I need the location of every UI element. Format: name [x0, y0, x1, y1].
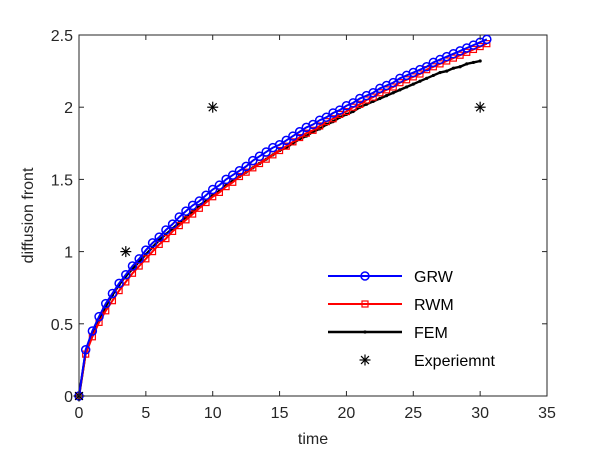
tick-layer: 0 5 10 15 20 25 30 35 0 0.5 1 1.5 2 2.5: [51, 28, 556, 422]
legend-swatch-marker: [360, 271, 370, 281]
x-tick-label: 0: [75, 405, 84, 422]
series-grw-point: [228, 170, 238, 180]
series-grw-point: [281, 135, 292, 146]
series-grw-point: [321, 112, 332, 123]
y-tick-label: 0.5: [51, 317, 73, 334]
series-grw-point: [234, 165, 245, 176]
series-grw-point: [161, 225, 171, 235]
x-tick-label: 15: [271, 405, 289, 422]
legend-entry-fem: FEM: [328, 325, 448, 342]
series-grw-point: [294, 126, 305, 137]
series-grw-point: [348, 98, 358, 108]
series-fem-point: [425, 76, 429, 80]
x-tick-label: 5: [141, 405, 150, 422]
series-grw-point: [207, 184, 218, 195]
y-tick-label: 0: [64, 389, 73, 406]
series-grw-point: [214, 180, 225, 190]
series-grw-point: [254, 151, 265, 162]
series-fem-point: [431, 73, 435, 78]
series-grw-point: [261, 147, 271, 157]
series-grw-point: [100, 298, 111, 309]
series-experiemnt-point: [207, 101, 219, 113]
series-fem-point: [398, 88, 402, 92]
series-grw: [74, 34, 492, 401]
series-fem-point: [391, 91, 395, 95]
legend-swatch-marker: [363, 330, 367, 334]
y-tick-label: 2.5: [51, 28, 73, 45]
series-grw-point: [248, 155, 258, 166]
series-grw-point: [482, 34, 492, 45]
series-grw-point: [201, 190, 211, 201]
legend-label: Experiemnt: [414, 353, 495, 370]
series-grw-point: [127, 261, 138, 271]
series-grw-point: [154, 232, 164, 242]
series-grw-point: [334, 105, 345, 115]
legend-box: [322, 262, 537, 386]
x-tick-label: 25: [404, 405, 422, 422]
legend-label: RWM: [414, 297, 454, 314]
series-grw-point: [288, 131, 298, 141]
series-grw-point: [421, 62, 432, 72]
x-tick-label: 20: [338, 405, 356, 422]
x-tick-label: 30: [471, 405, 489, 422]
series-fem-point: [411, 82, 415, 86]
series-fem-point: [405, 85, 409, 89]
series-grw-point: [114, 278, 124, 289]
x-tick-label: 10: [204, 405, 222, 422]
series-fem-point: [451, 66, 455, 70]
legend-swatch-marker: [361, 300, 369, 308]
series-fem-point: [418, 79, 422, 83]
y-axis-label: diffusion front: [20, 167, 37, 263]
series-experiemnt-point: [120, 246, 132, 258]
series-experiemnt-point: [474, 101, 486, 113]
legend-label: GRW: [414, 269, 454, 286]
y-tick-label: 2: [64, 100, 73, 117]
series-grw-point: [147, 238, 158, 248]
series-fem-point: [465, 62, 469, 66]
legend: GRW RWM FEM Experiemnt: [322, 262, 537, 386]
series-grw-point: [167, 219, 178, 229]
series-grw-point: [274, 139, 285, 150]
series-fem-point: [438, 70, 442, 75]
series-grw-point: [80, 345, 91, 355]
series-grw-point: [174, 212, 185, 222]
series-grw-point: [141, 245, 151, 255]
legend-entry-experiemnt: Experiemnt: [359, 353, 495, 370]
series-fem-point: [478, 59, 482, 63]
series-grw-point: [388, 77, 398, 88]
series-grw-point: [181, 206, 191, 216]
x-tick-label: 35: [538, 405, 556, 422]
series-fem-point: [471, 60, 476, 65]
y-tick-label: 1: [64, 245, 73, 262]
series-grw-point: [94, 311, 104, 322]
legend-entry-grw: GRW: [328, 269, 454, 286]
y-tick-label: 1.5: [51, 172, 73, 189]
series-grw-point: [241, 161, 251, 172]
series-grw-point: [107, 288, 118, 299]
x-axis-label: time: [298, 431, 328, 448]
legend-swatch-marker: [359, 354, 371, 366]
legend-items: GRW RWM FEM Experiemnt: [328, 269, 495, 370]
legend-entry-rwm: RWM: [328, 297, 454, 314]
series-fem-point: [384, 94, 389, 98]
series-grw-point: [187, 200, 198, 211]
series-fem-point: [378, 96, 382, 101]
legend-label: FEM: [414, 325, 448, 342]
series-grw-point: [87, 326, 98, 336]
series-grw-point: [368, 88, 378, 98]
series-fem-point: [458, 65, 462, 69]
series-grw-point: [134, 254, 144, 264]
series-fem-point: [445, 69, 449, 73]
series-grw-point: [308, 119, 318, 130]
series-grw-point: [221, 174, 231, 185]
series-grw-point: [121, 269, 131, 280]
series-grw-point: [194, 196, 205, 206]
